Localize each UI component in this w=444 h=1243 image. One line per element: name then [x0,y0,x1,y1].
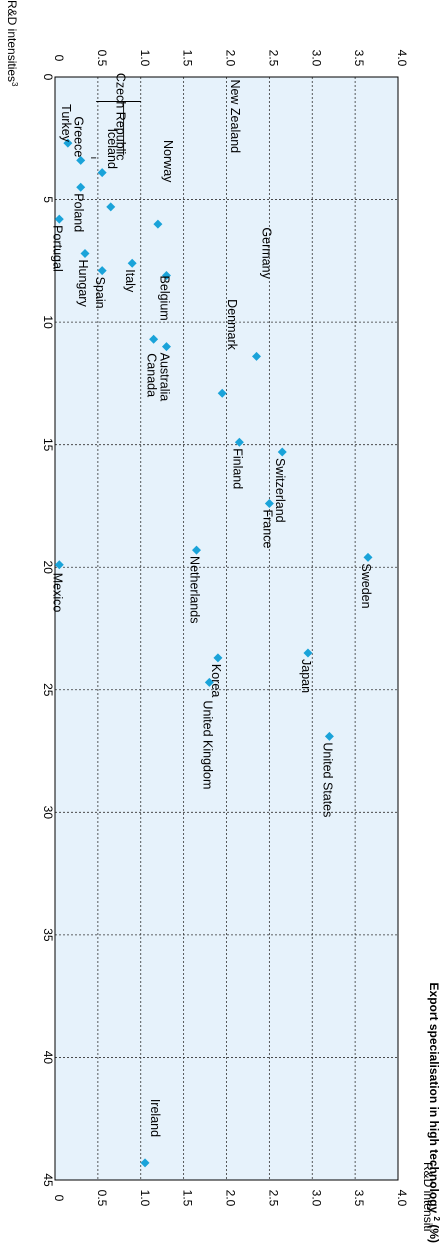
data-point [264,498,274,508]
point-label: Poland [72,193,86,232]
point-label: Japan [299,659,313,693]
y-tick-label: 3.5 [352,1190,366,1207]
data-point [149,334,159,344]
point-label: Switzerland [273,458,287,523]
x-tick-label: 25 [41,683,55,697]
y-tick-labels-right: 0 0.5 1.0 1.5 2.0 2.5 3.0 3.5 4.0 [52,1190,409,1207]
point-label: Canada [145,353,159,397]
point-label: Hungary [76,259,90,307]
point-label: Czech Republic [114,73,128,161]
data-point [252,351,262,361]
data-point [76,155,86,165]
point-label: New Zealand [228,79,242,153]
y-tick-label: 1.5 [181,1190,195,1207]
data-point [106,202,116,212]
data-point [277,447,287,457]
y-tick-label: 2.0 [224,50,238,67]
data-point [217,388,227,398]
data-point [54,214,64,224]
point-label: United States [320,742,334,817]
y-axis-title: R&D intensities3 [5,0,20,87]
x-tick-label: 5 [41,196,55,203]
y-tick-label: 1.5 [181,50,195,67]
x-tick-label: 30 [41,806,55,820]
point-label: Spain [93,277,107,309]
y-tick-label: 3.0 [309,1190,323,1207]
point-label: Turkey [59,104,73,142]
data-point [191,545,201,555]
point-label: Greece [72,116,86,157]
y-tick-labels-left: 0 0.5 1.0 1.5 2.0 2.5 3.0 3.5 4.0 [52,50,409,67]
data-point [213,653,223,663]
x-tick-label: 15 [41,438,55,452]
x-tick-label: 0 [41,74,55,81]
data-point [161,271,171,281]
x-tick-label: 45 [41,1173,55,1187]
y-axis-title-superscript: 3 [11,82,20,87]
data-point [97,168,107,178]
y-tick-label: 3.0 [309,50,323,67]
data-point [161,342,171,352]
y-tick-label: 0 [52,1195,66,1202]
point-label: Finland [230,448,244,489]
data-point [324,731,334,741]
data-point [363,552,373,562]
y-axis-title-right: R&D intensiti [421,1162,435,1231]
leader-lines [91,101,141,159]
y-tick-label: 2.5 [266,1190,280,1207]
y-tick-label: 1.0 [138,1190,152,1207]
data-points [54,138,373,1168]
y-tick-label: 4.0 [395,50,409,67]
point-label: France [260,509,274,548]
data-point [234,437,244,447]
y-tick-label: 1.0 [138,50,152,67]
point-label: Belgium [157,276,171,321]
data-point [153,219,163,229]
plot-border [54,76,399,1181]
data-point [54,560,64,570]
point-label: Portugal [50,225,64,272]
y-tick-label: 0.5 [95,1190,109,1207]
data-point [97,266,107,276]
data-point [80,248,90,258]
x-tick-label: 10 [41,315,55,329]
point-label: Iceland [105,129,119,169]
point-label: Ireland [148,1099,162,1137]
x-tick-label: 20 [41,561,55,575]
x-tick-label: 40 [41,1051,55,1065]
y-tick-label: 2.0 [224,1190,238,1207]
y-tick-label: 4.0 [395,1190,409,1207]
y-tick-label: 3.5 [352,50,366,67]
x-axis-title-unit: (%) [427,1221,441,1243]
data-point [204,677,214,687]
x-axis-title-superscript: 2 [433,1217,442,1222]
data-point [303,648,313,658]
axes [54,76,399,1181]
data-point [140,1158,150,1168]
point-label: Denmark [225,299,239,350]
point-label: Australia [157,353,171,402]
data-point [76,182,86,192]
y-tick-label: 0.5 [95,50,109,67]
point-label: Germany [260,227,274,279]
x-axis-title: Export specialisation in high technology… [427,983,442,1243]
x-tick-label: 35 [41,928,55,942]
point-labels: Sweden Japan United States SwitzerlandFranc… [50,73,373,1137]
x-tick-labels: 0 5 10 15 20 25 30 35 40 45 [41,74,55,1187]
point-label: Mexico [50,573,64,613]
data-point [127,258,137,268]
y-tick-label: 0 [52,55,66,62]
y-tick-label: 2.5 [266,50,280,67]
point-label: Italy [123,269,137,293]
point-label: Netherlands [187,556,201,623]
point-label: United Kingdom [200,700,214,789]
point-label: Norway [161,140,175,183]
point-label: Korea [209,664,223,697]
point-label: Sweden [359,563,373,608]
data-point [63,138,73,148]
plot-background [55,77,398,1180]
